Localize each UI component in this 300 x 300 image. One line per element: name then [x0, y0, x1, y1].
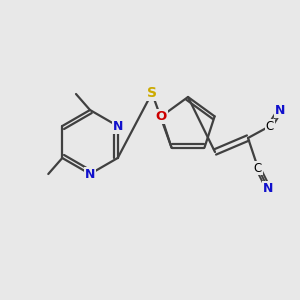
- Text: N: N: [275, 103, 285, 116]
- Text: N: N: [112, 119, 123, 133]
- Text: N: N: [85, 167, 95, 181]
- Text: N: N: [263, 182, 273, 194]
- Text: O: O: [156, 110, 167, 123]
- Text: C: C: [254, 161, 262, 175]
- Text: C: C: [266, 119, 274, 133]
- Text: S: S: [147, 86, 157, 100]
